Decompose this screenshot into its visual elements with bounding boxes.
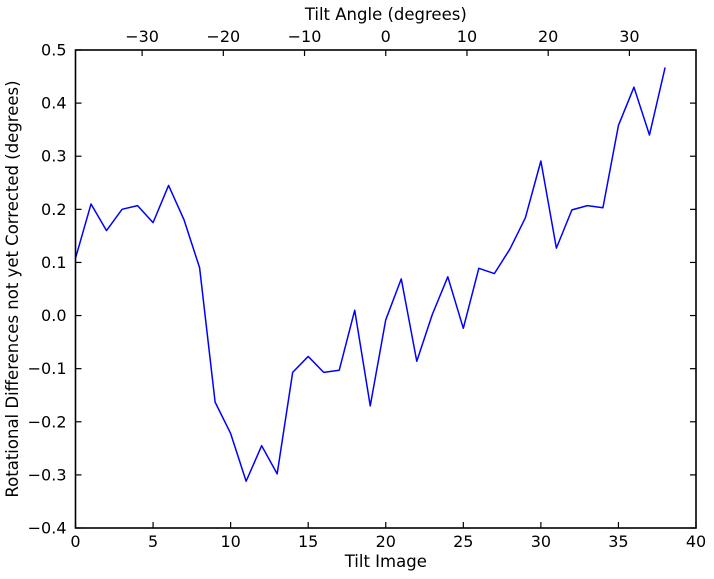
y-tick-label: 0.1 bbox=[41, 253, 66, 272]
data-line bbox=[74, 67, 666, 483]
y-tick-label: −0.4 bbox=[28, 519, 67, 538]
top-tick-label: 20 bbox=[538, 27, 558, 46]
x-tick-label: 40 bbox=[686, 532, 706, 551]
y-tick-label: −0.3 bbox=[28, 465, 67, 484]
y-axis-title: Rotational Differences not yet Corrected… bbox=[3, 80, 22, 497]
y-tick-label: 0.2 bbox=[41, 200, 66, 219]
y-tick-label: 0.0 bbox=[41, 306, 66, 325]
top-tick-label: 0 bbox=[381, 27, 391, 46]
y-tick-label: 0.3 bbox=[41, 147, 66, 166]
x-axis-title: Tilt Image bbox=[344, 552, 427, 571]
top-tick-label: −10 bbox=[288, 27, 322, 46]
x-tick-label: 35 bbox=[608, 532, 628, 551]
y-tick-label: 0.5 bbox=[41, 41, 66, 60]
x-tick-label: 25 bbox=[453, 532, 473, 551]
top-tick-label: 30 bbox=[619, 27, 639, 46]
x-tick-label: 10 bbox=[220, 532, 240, 551]
top-tick-label: 10 bbox=[457, 27, 477, 46]
top-axis-title: Tilt Angle (degrees) bbox=[304, 5, 467, 24]
y-tick-label: −0.2 bbox=[28, 412, 67, 431]
x-tick-label: 0 bbox=[70, 532, 80, 551]
x-tick-label: 15 bbox=[298, 532, 318, 551]
top-tick-label: −20 bbox=[206, 27, 240, 46]
y-tick-label: 0.4 bbox=[41, 94, 66, 113]
x-tick-label: 5 bbox=[148, 532, 158, 551]
top-tick-label: −30 bbox=[125, 27, 159, 46]
x-tick-label: 30 bbox=[531, 532, 551, 551]
y-tick-label: −0.1 bbox=[28, 359, 67, 378]
x-tick-label: 20 bbox=[376, 532, 396, 551]
